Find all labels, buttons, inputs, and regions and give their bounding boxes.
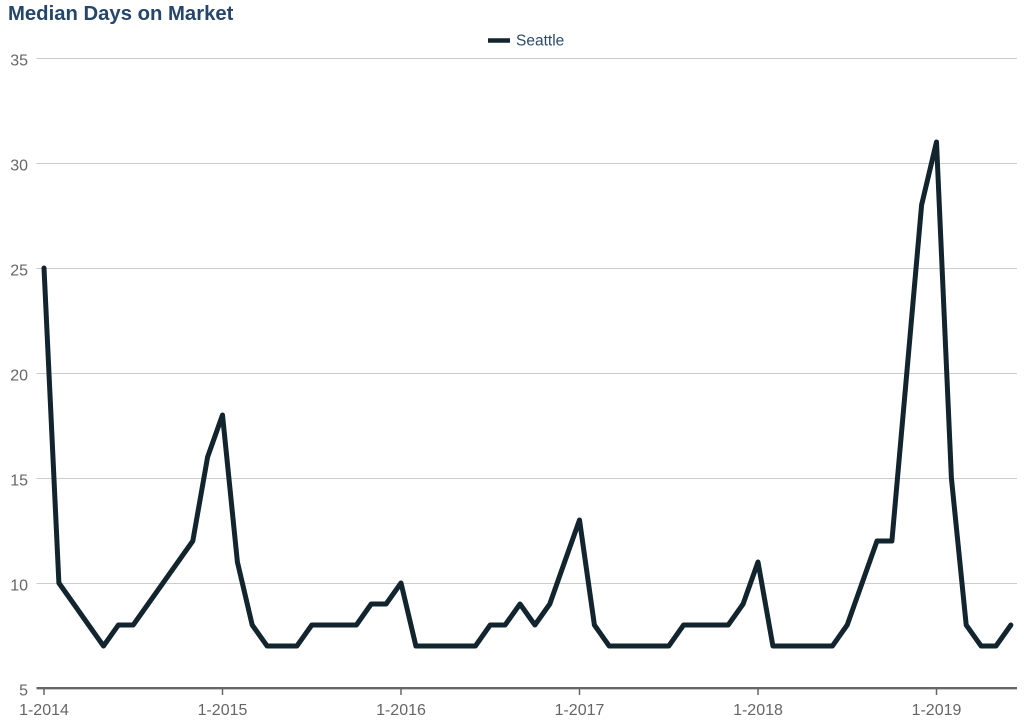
svg-text:1-2019: 1-2019 [912,702,962,719]
svg-text:20: 20 [10,368,28,385]
svg-text:1-2018: 1-2018 [733,702,783,719]
svg-text:5: 5 [19,683,28,700]
svg-text:30: 30 [10,158,28,175]
svg-text:10: 10 [10,578,28,595]
svg-text:1-2017: 1-2017 [555,702,605,719]
svg-text:35: 35 [10,53,28,70]
svg-text:Seattle: Seattle [516,33,564,50]
svg-text:15: 15 [10,473,28,490]
svg-text:1-2016: 1-2016 [376,702,426,719]
svg-text:25: 25 [10,263,28,280]
svg-text:1-2015: 1-2015 [198,702,248,719]
svg-text:1-2014: 1-2014 [19,702,69,719]
svg-text:Median Days on Market: Median Days on Market [8,3,234,25]
